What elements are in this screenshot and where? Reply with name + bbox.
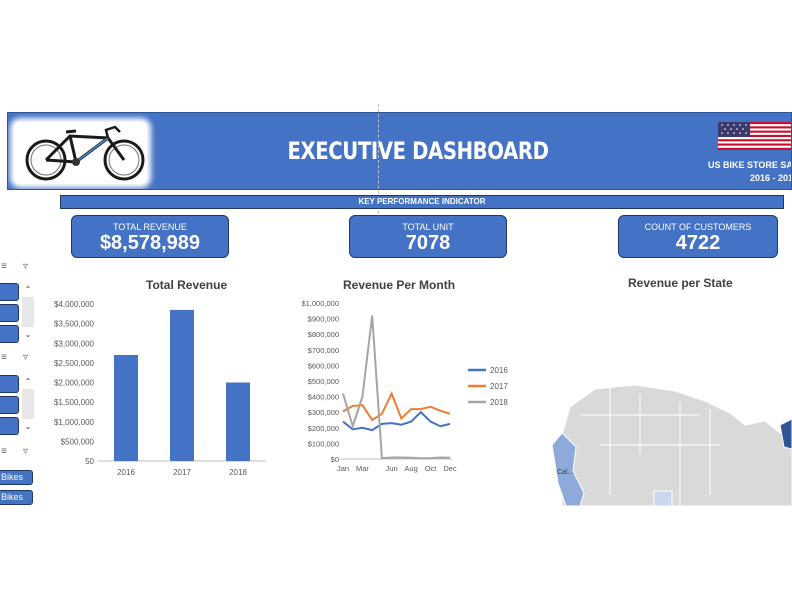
legend-label-2017: 2017 xyxy=(490,382,508,391)
bicycle-image xyxy=(14,122,147,184)
us-flag-image xyxy=(718,122,791,150)
clear-filter-icon[interactable]: ▿ xyxy=(23,352,29,363)
x-tick-label: Jan xyxy=(337,464,349,473)
slicer-1-item-1[interactable] xyxy=(0,283,19,301)
y-tick-label: $2,000,000 xyxy=(54,379,95,388)
y-tick-label: $3,000,000 xyxy=(54,339,95,348)
multi-select-icon[interactable]: ≡ xyxy=(1,261,7,272)
customer-count-label: COUNT OF CUSTOMERS xyxy=(644,222,752,232)
y-tick-label: $700,000 xyxy=(308,346,339,355)
series-line-2017 xyxy=(342,390,451,422)
total-revenue-value: $8,578,989 xyxy=(99,232,201,254)
store-title: US BIKE STORE SALES xyxy=(708,160,792,170)
slicer-1-item-3[interactable] xyxy=(0,325,19,343)
y-tick-label: $0 xyxy=(331,455,339,464)
x-tick-label: Mar xyxy=(356,464,369,473)
y-tick-label: $2,500,000 xyxy=(54,359,95,368)
total-unit-card: TOTAL UNIT 7078 xyxy=(349,215,507,258)
slicer-3-item-bikes[interactable]: Bikes xyxy=(0,470,33,485)
kpi-header: KEY PERFORMANCE INDICATOR xyxy=(60,195,784,209)
y-tick-label: $600,000 xyxy=(308,361,339,370)
total-unit-label: TOTAL UNIT xyxy=(402,222,454,232)
scroll-down-icon[interactable]: ⌄ xyxy=(24,422,32,431)
slicer-1-scrollbar[interactable] xyxy=(22,297,34,327)
series-line-2016 xyxy=(342,410,451,432)
y-tick-label: $300,000 xyxy=(308,408,339,417)
dashboard-title: EXECUTIVE DASHBOARD xyxy=(287,137,549,165)
revenue-per-month-chart: $0 $100,000 $200,000 $300,000 $400,000 $500,0… xyxy=(301,299,508,473)
clear-filter-icon[interactable]: ▿ xyxy=(23,261,29,272)
legend-label-2016: 2016 xyxy=(490,366,508,375)
y-tick-label: 50 xyxy=(85,457,94,466)
multi-select-icon[interactable]: ≡ xyxy=(1,446,7,457)
total-revenue-card: TOTAL REVENUE $8,578,989 xyxy=(71,215,229,258)
x-tick-label: 2016 xyxy=(117,468,135,477)
x-tick-label: Jun xyxy=(386,464,398,473)
y-tick-label: $1,500,000 xyxy=(54,398,95,407)
series-line-2018 xyxy=(342,315,451,460)
x-tick-label: Aug xyxy=(404,464,417,473)
y-tick-label: $500,000 xyxy=(308,377,339,386)
x-tick-label: 2017 xyxy=(173,468,191,477)
y-tick-label: $500,000 xyxy=(61,437,95,446)
page-break-line xyxy=(378,104,379,214)
map-state-label: Cal... xyxy=(557,469,574,476)
bar-2017 xyxy=(170,309,194,461)
revenue-per-month-chart-title: Revenue Per Month xyxy=(343,278,456,292)
slicer-2-item-3[interactable] xyxy=(0,417,19,435)
customer-count-value: 4722 xyxy=(675,232,721,254)
us-state-map xyxy=(540,375,792,506)
y-tick-label: $200,000 xyxy=(308,424,339,433)
x-tick-label: Dec xyxy=(443,464,457,473)
y-tick-label: $900,000 xyxy=(308,315,339,324)
scroll-up-icon[interactable]: ⌃ xyxy=(24,285,32,294)
total-revenue-chart-title: Total Revenue xyxy=(146,278,228,292)
slicer-1-item-2[interactable] xyxy=(0,304,19,322)
slicer-2-scrollbar[interactable] xyxy=(22,389,34,419)
slicer-3-item-bikes-2[interactable]: Bikes xyxy=(0,490,33,505)
total-unit-value: 7078 xyxy=(405,232,451,254)
revenue-per-state-title: Revenue per State xyxy=(628,276,733,290)
y-tick-label: $400,000 xyxy=(308,393,339,402)
slicer-2-item-2[interactable] xyxy=(0,396,19,414)
y-tick-label: $4,000,000 xyxy=(54,300,95,309)
x-tick-label: 2018 xyxy=(229,468,247,477)
x-tick-label: Oct xyxy=(425,464,438,473)
scroll-down-icon[interactable]: ⌄ xyxy=(24,330,32,339)
y-tick-label: $100,000 xyxy=(308,439,339,448)
y-tick-label: $1,000,000 xyxy=(301,299,339,308)
clear-filter-icon[interactable]: ▿ xyxy=(23,446,29,457)
slicer-2-item-1[interactable] xyxy=(0,375,19,393)
customer-count-card: COUNT OF CUSTOMERS 4722 xyxy=(618,215,778,258)
bar-2018 xyxy=(226,382,250,461)
total-revenue-chart: 50 $500,000 $1,000,000 $1,500,000 $2,000,000… xyxy=(54,300,266,477)
store-years: 2016 - 2018 xyxy=(750,173,791,183)
y-tick-label: $800,000 xyxy=(308,330,339,339)
scroll-up-icon[interactable]: ⌃ xyxy=(24,377,32,386)
total-revenue-label: TOTAL REVENUE xyxy=(113,222,187,232)
y-tick-label: $3,500,000 xyxy=(54,320,95,329)
bar-2016 xyxy=(114,355,138,461)
y-tick-label: $1,000,000 xyxy=(54,418,95,427)
dashboard-banner: EXECUTIVE DASHBOARD US BIKE STORE SALES … xyxy=(7,112,792,190)
legend-label-2018: 2018 xyxy=(490,398,508,407)
multi-select-icon[interactable]: ≡ xyxy=(1,352,7,363)
